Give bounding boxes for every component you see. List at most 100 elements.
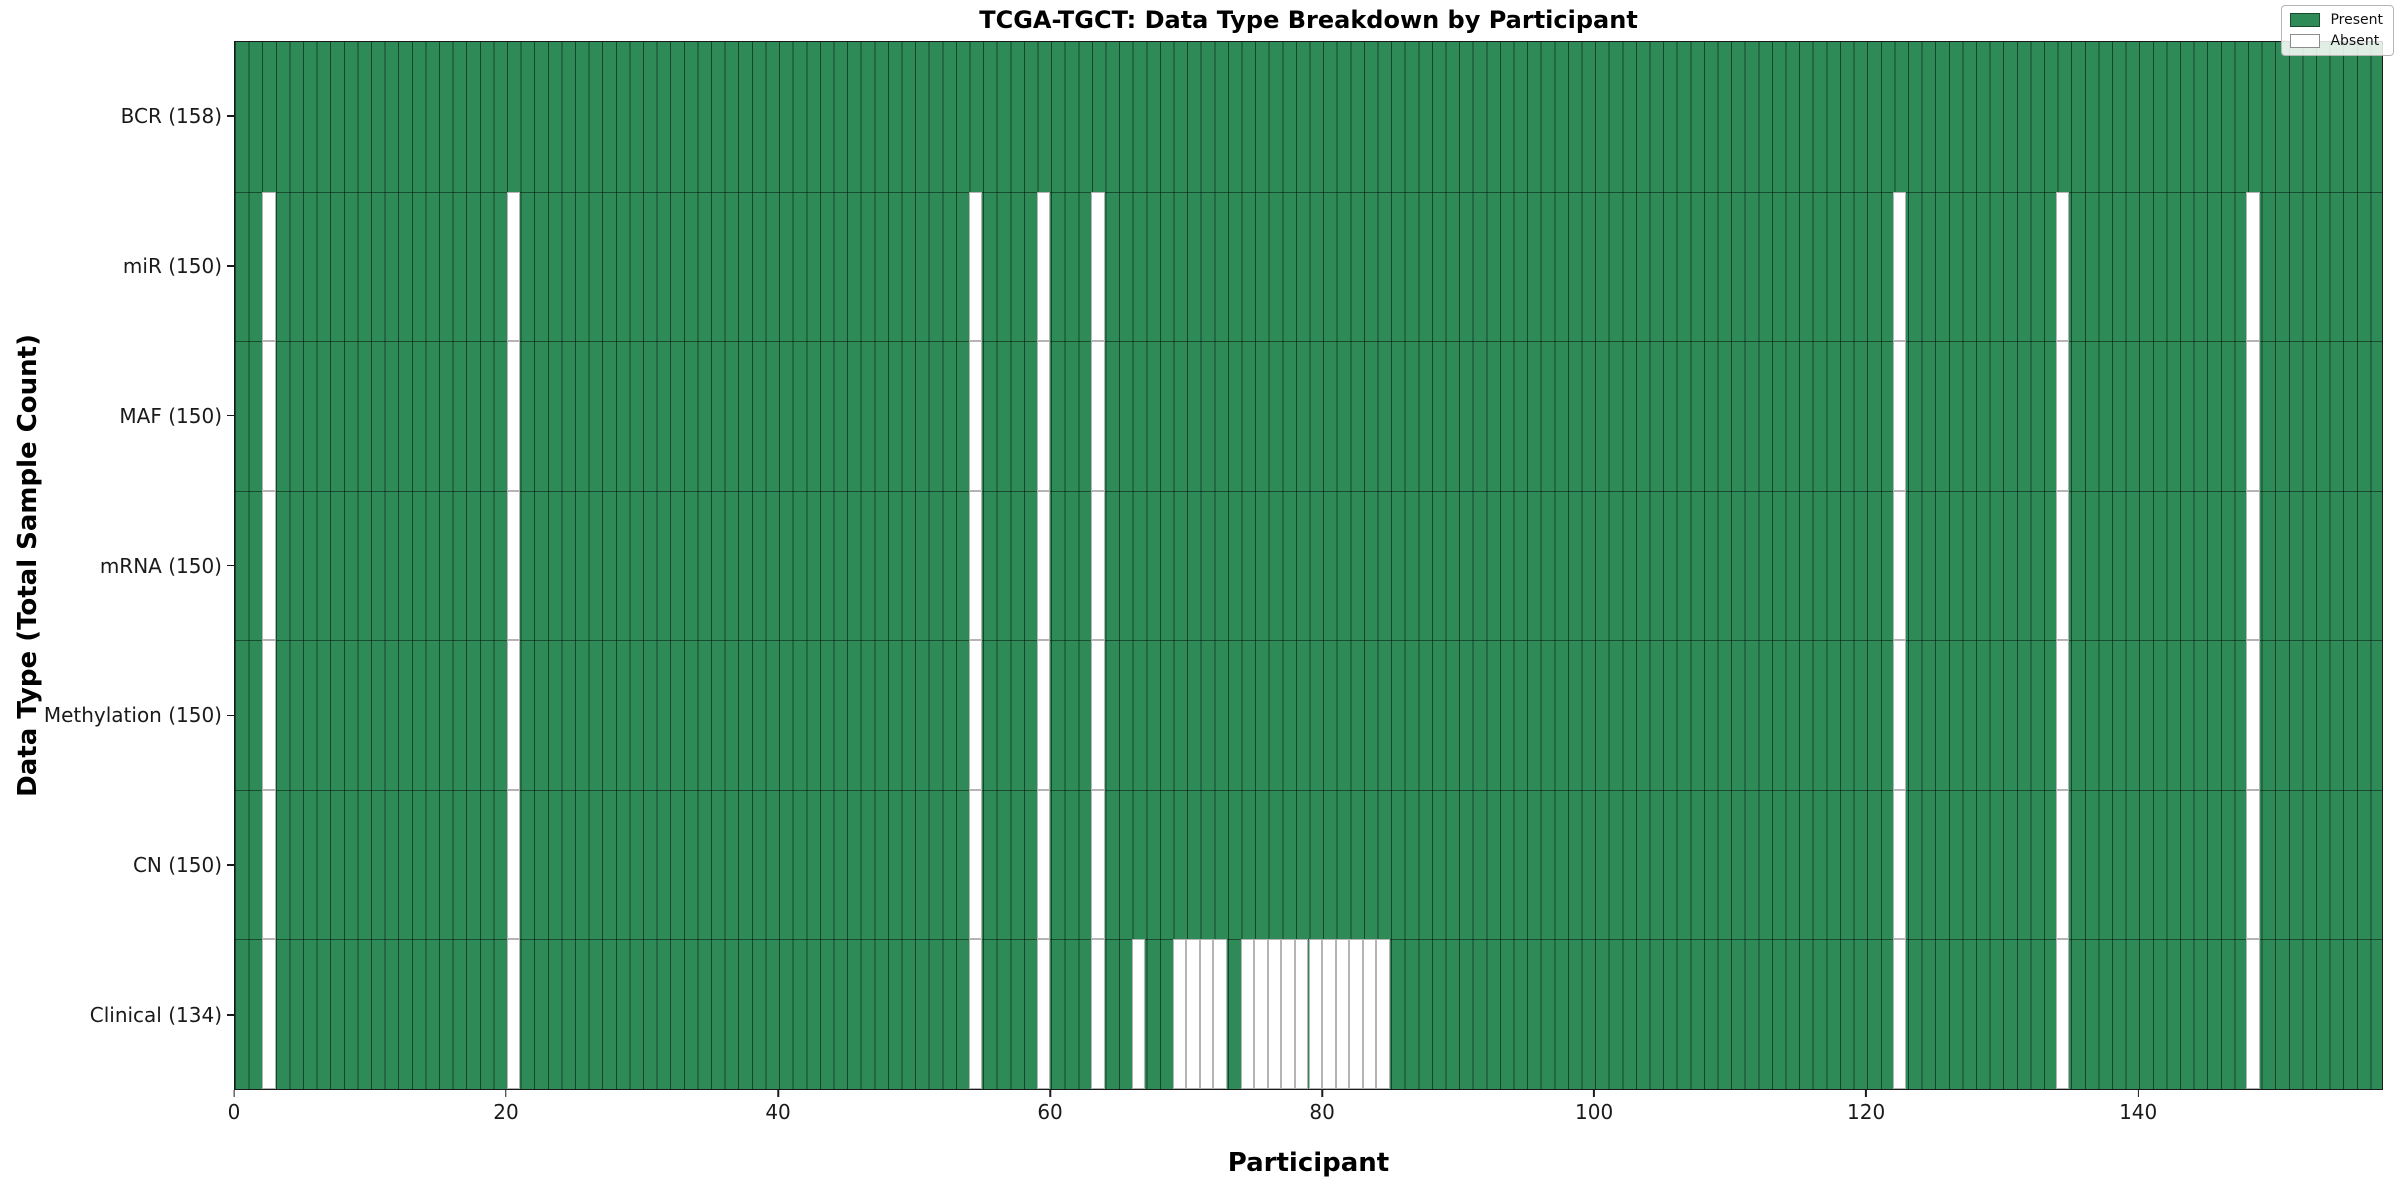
absent-cell: [1172, 939, 1187, 1090]
absent-cell: [1091, 191, 1105, 342]
absent-cell: [262, 191, 276, 342]
absent-cell: [1213, 939, 1227, 1090]
legend-item-present: Present: [2290, 12, 2383, 28]
absent-cell: [2246, 341, 2260, 491]
data-type-row: [235, 341, 2382, 491]
absent-cell: [2055, 191, 2070, 342]
absent-cell: [1036, 191, 1051, 342]
x-tick: 100: [1575, 1090, 1613, 1124]
absent-cell: [1335, 939, 1350, 1090]
absent-cell: [1036, 939, 1051, 1090]
x-tick: 80: [1309, 1090, 1335, 1124]
legend-label-absent: Absent: [2330, 33, 2380, 49]
absent-cell: [506, 191, 521, 342]
absent-cell: [2246, 490, 2260, 641]
absent-cell: [1186, 939, 1200, 1090]
absent-cell: [1892, 640, 1907, 790]
x-tick-label: 0: [227, 1100, 241, 1124]
x-tick-label: 20: [493, 1100, 519, 1124]
y-tick-mark: [227, 1014, 234, 1016]
absent-cell: [968, 490, 983, 641]
y-tick-label: miR (150): [122, 253, 222, 278]
y-tick-mark: [227, 265, 234, 267]
absent-cell: [262, 490, 276, 641]
absent-cell: [1294, 939, 1309, 1090]
y-tick-mark: [227, 864, 234, 866]
x-tick-mark: [505, 1090, 507, 1097]
chart-title: TCGA-TGCT: Data Type Breakdown by Partic…: [979, 6, 1638, 34]
y-tick: CN (150): [0, 853, 234, 877]
absent-cell: [968, 191, 983, 342]
y-tick: Methylation (150): [0, 703, 234, 727]
absent-cell: [1362, 939, 1377, 1090]
legend-item-absent: Absent: [2290, 33, 2383, 49]
absent-cell: [1254, 939, 1268, 1090]
absent-cell: [1091, 789, 1105, 940]
x-tick: 140: [2119, 1090, 2157, 1124]
absent-swatch: [2290, 34, 2321, 48]
x-tick-mark: [1865, 1090, 1867, 1097]
y-tick-mark: [227, 714, 234, 717]
absent-cell: [2246, 640, 2260, 790]
absent-cell: [262, 939, 276, 1090]
data-type-row: [235, 939, 2382, 1090]
y-tick-label: MAF (150): [119, 403, 222, 428]
x-tick: 20: [493, 1090, 519, 1124]
y-tick: BCR (158): [0, 104, 234, 128]
absent-cell: [2055, 939, 2070, 1090]
y-tick-mark: [227, 564, 234, 567]
absent-cell: [968, 341, 983, 491]
absent-cell: [1036, 640, 1051, 790]
x-tick-label: 60: [1037, 1100, 1063, 1124]
absent-cell: [1131, 939, 1146, 1090]
y-tick-label: CN (150): [132, 853, 222, 878]
absent-cell: [2055, 789, 2070, 940]
x-tick: 40: [765, 1090, 791, 1124]
x-tick: 0: [227, 1090, 241, 1124]
absent-cell: [2246, 789, 2260, 940]
absent-cell: [2055, 490, 2070, 641]
absent-cell: [2055, 341, 2070, 491]
x-tick-label: 120: [1847, 1100, 1886, 1124]
absent-cell: [1892, 191, 1907, 342]
x-tick-mark: [1321, 1090, 1323, 1097]
absent-cell: [506, 939, 521, 1090]
data-type-row: [235, 640, 2382, 790]
absent-cell: [1036, 789, 1051, 940]
present-swatch: [2290, 13, 2321, 27]
x-axis-label: Participant: [1227, 1148, 1390, 1178]
x-tick: 60: [1037, 1090, 1063, 1124]
y-tick-mark: [227, 414, 234, 417]
absent-cell: [1892, 490, 1907, 641]
x-tick-mark: [1049, 1090, 1051, 1097]
data-type-row: [235, 191, 2382, 342]
absent-cell: [1308, 939, 1323, 1090]
x-tick-label: 40: [765, 1100, 791, 1124]
absent-cell: [2246, 191, 2260, 342]
x-tick-label: 80: [1309, 1100, 1335, 1124]
absent-cell: [1091, 640, 1105, 790]
data-type-row: [235, 490, 2382, 641]
y-tick-label: BCR (158): [120, 103, 222, 128]
absent-cell: [1892, 341, 1907, 491]
absent-cell: [1349, 939, 1363, 1090]
absent-cell: [1892, 789, 1907, 940]
y-tick: miR (150): [0, 254, 234, 278]
absent-cell: [1322, 939, 1336, 1090]
absent-cell: [506, 789, 521, 940]
absent-cell: [2055, 640, 2070, 790]
absent-cell: [2246, 939, 2260, 1090]
absent-cell: [506, 640, 521, 790]
x-tick-mark: [1593, 1090, 1595, 1097]
absent-cell: [968, 789, 983, 940]
absent-cell: [1267, 939, 1282, 1090]
legend-label-present: Present: [2330, 12, 2383, 28]
x-tick: 120: [1847, 1090, 1885, 1124]
absent-cell: [1091, 341, 1105, 491]
absent-cell: [968, 640, 983, 790]
y-tick-label: Methylation (150): [43, 703, 222, 728]
absent-cell: [506, 490, 521, 641]
x-tick-mark: [233, 1090, 235, 1097]
y-tick-label: Clinical (134): [89, 1003, 222, 1028]
